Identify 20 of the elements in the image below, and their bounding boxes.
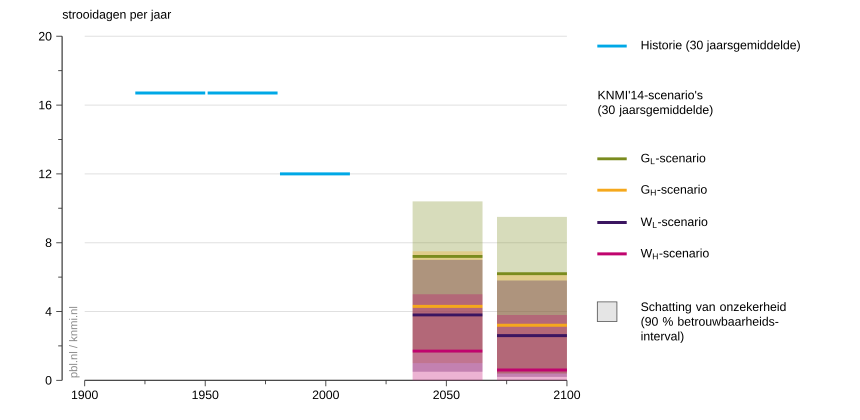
text: pbl.nl / knmi.nl [69,307,80,378]
x-tick-label: 1900 [72,390,98,400]
y-tick-label: 20 [38,32,52,41]
y-tick-label: 16 [39,100,52,110]
text: Schatting van onzekerheid (90 % betrouwbaarheids-interval) [641,302,786,344]
x-tick-label: 1950 [192,390,218,400]
x-tick-label: 2050 [433,390,460,400]
legend-label: W$_{L}$-scenario [640,217,708,228]
x-tick-label: 2000 [312,390,339,400]
legend-label: G$_{L}$-scenario [641,154,706,164]
y-tick-label: 0 [46,376,52,385]
y-tick-label: 8 [46,238,52,248]
legend-title: KNMI'14-scenario's (30 jaarsgemiddelde) [598,90,713,117]
y-tick-label: 4 [45,308,52,316]
legend-label: Historie (30 jaarsgemiddelde) [642,40,800,52]
legend-label: G$_{H}$-scenario [641,185,707,196]
x-tick-label: 2100 [554,390,580,400]
y-axis-title: strooidagen per jaar [62,10,172,22]
legend-label: W$_{H}$-scenario [640,248,709,260]
y-tick-label: 12 [39,170,52,178]
